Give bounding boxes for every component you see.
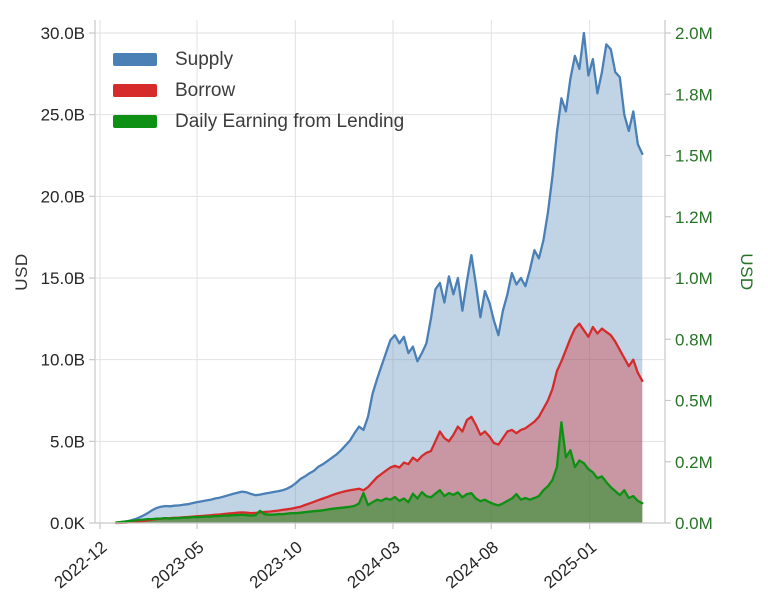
borrow-area bbox=[116, 323, 643, 523]
left-axis-tick-label: 20.0B bbox=[41, 187, 85, 206]
x-axis-tick-label: 2023-10 bbox=[246, 538, 306, 593]
area-fills bbox=[116, 33, 643, 523]
daily-earning-legend-label: Daily Earning from Lending bbox=[175, 110, 405, 132]
left-axis-tick-label: 15.0B bbox=[41, 269, 85, 288]
chart-legend: Supply Borrow Daily Earning from Lending bbox=[113, 44, 404, 137]
left-axis-tick-label: 5.0B bbox=[50, 432, 85, 451]
supply-legend-label: Supply bbox=[175, 48, 234, 70]
daily-earning-from-lending-line bbox=[114, 421, 644, 524]
x-axis-tick-label: 2024-08 bbox=[442, 538, 502, 593]
gridlines bbox=[95, 20, 665, 523]
legend-item-supply[interactable]: Supply bbox=[113, 44, 404, 75]
series-lines bbox=[114, 31, 644, 525]
left-axis-tick-label: 0.0K bbox=[50, 514, 86, 533]
left-axis-tick-label: 25.0B bbox=[41, 106, 85, 125]
x-axis-tick-label: 2024-03 bbox=[344, 538, 404, 593]
supply-area bbox=[116, 33, 643, 523]
x-axis-tick-label: 2023-05 bbox=[148, 538, 208, 593]
supply-legend-swatch bbox=[113, 53, 157, 66]
right-axis-tick-label: 0.8M bbox=[675, 330, 713, 349]
x-axis-tick-label: 2025-01 bbox=[540, 538, 600, 593]
legend-item-borrow[interactable]: Borrow bbox=[113, 75, 404, 106]
right-axis-tick-label: 1.2M bbox=[675, 208, 713, 227]
right-axis-tick-label: 0.0M bbox=[675, 514, 713, 533]
legend-item-daily-earning[interactable]: Daily Earning from Lending bbox=[113, 106, 404, 137]
right-axis-title: USD bbox=[737, 253, 756, 291]
right-axis-tick-label: 1.5M bbox=[675, 147, 713, 166]
borrow-legend-swatch bbox=[113, 84, 157, 97]
right-axis-tick-label: 2.0M bbox=[675, 24, 713, 43]
left-axis-tick-label: 30.0B bbox=[41, 24, 85, 43]
daily-earning-from-lending-area bbox=[116, 422, 643, 523]
right-axis-tick-label: 1.8M bbox=[675, 85, 713, 104]
left-axis-title: USD bbox=[12, 253, 31, 291]
right-axis-tick-label: 0.2M bbox=[675, 453, 713, 472]
daily-earning-legend-swatch bbox=[113, 115, 157, 128]
left-axis-tick-label: 10.0B bbox=[41, 351, 85, 370]
borrow-legend-label: Borrow bbox=[175, 79, 236, 101]
supply-line bbox=[114, 31, 644, 524]
right-axis-tick-label: 1.0M bbox=[675, 269, 713, 288]
x-axis-tick-label: 2022-12 bbox=[51, 538, 111, 593]
right-axis-tick-label: 0.5M bbox=[675, 392, 713, 411]
